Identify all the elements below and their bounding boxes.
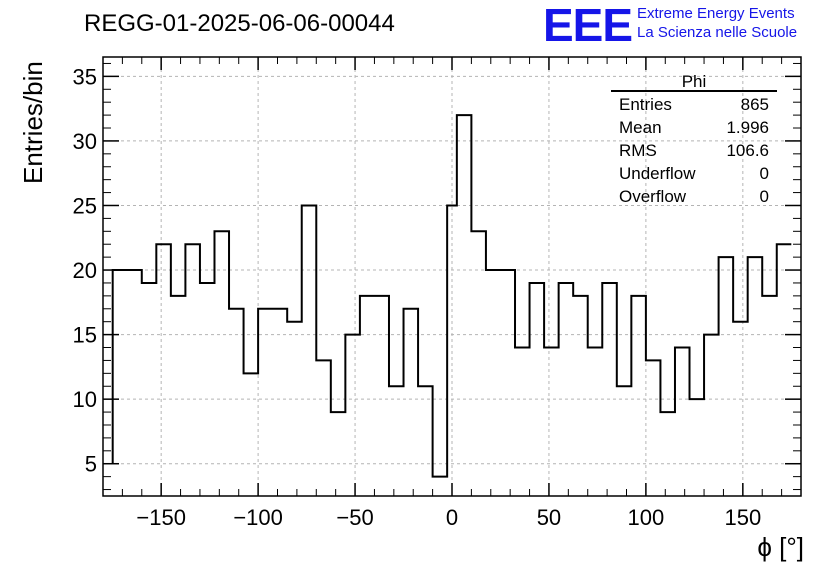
y-tick-label: 5 [85,452,97,477]
eee-logo: EEE [543,0,633,51]
y-tick-label: 30 [73,129,97,154]
histogram-outline [111,114,792,478]
stats-row-label: Overflow [619,187,687,206]
y-tick-label: 20 [73,258,97,283]
stats-row-value: 0 [760,187,769,206]
x-tick-label: 100 [628,505,665,530]
x-tick-label: 0 [446,505,458,530]
stats-box: Phi Entries 865 Mean 1.996 RMS 106.6 Underflow 0… [611,72,777,206]
x-tick-label: −50 [336,505,373,530]
y-tick-label: 25 [73,193,97,218]
y-tick-label: 15 [73,323,97,348]
x-tick-label: 50 [537,505,561,530]
x-tick-label: 150 [724,505,761,530]
stats-row-value: 1.996 [726,118,769,137]
histogram-title: REGG-01-2025-06-06-00044 [84,10,395,37]
y-tick-label: 10 [73,387,97,412]
logo-caption-line2: La Scienza nelle Scuole [637,24,798,41]
stats-row-value: 106.6 [726,141,769,160]
x-tick-label: −100 [233,505,283,530]
grid-lines [103,57,801,496]
x-tick-label: −150 [136,505,186,530]
stats-box-title: Phi [682,72,707,91]
stats-row-label: Entries [619,95,672,114]
histogram-bars [111,114,792,478]
logo-caption: Extreme Energy Events La Scienza nelle S… [637,4,797,42]
axes: −150 −100 −50 0 50 100 150 5 10 15 20 25 30 35 [73,56,802,530]
stats-row-value: 865 [741,95,769,114]
stats-row-label: Underflow [619,164,696,183]
y-tick-label: 35 [73,64,97,89]
stats-row-value: 0 [760,164,769,183]
stats-row-label: RMS [619,141,657,160]
logo-caption-line1: Extreme Energy Events [637,5,795,22]
x-axis-label: ϕ [°] [757,532,804,562]
stats-row-label: Mean [619,118,662,137]
